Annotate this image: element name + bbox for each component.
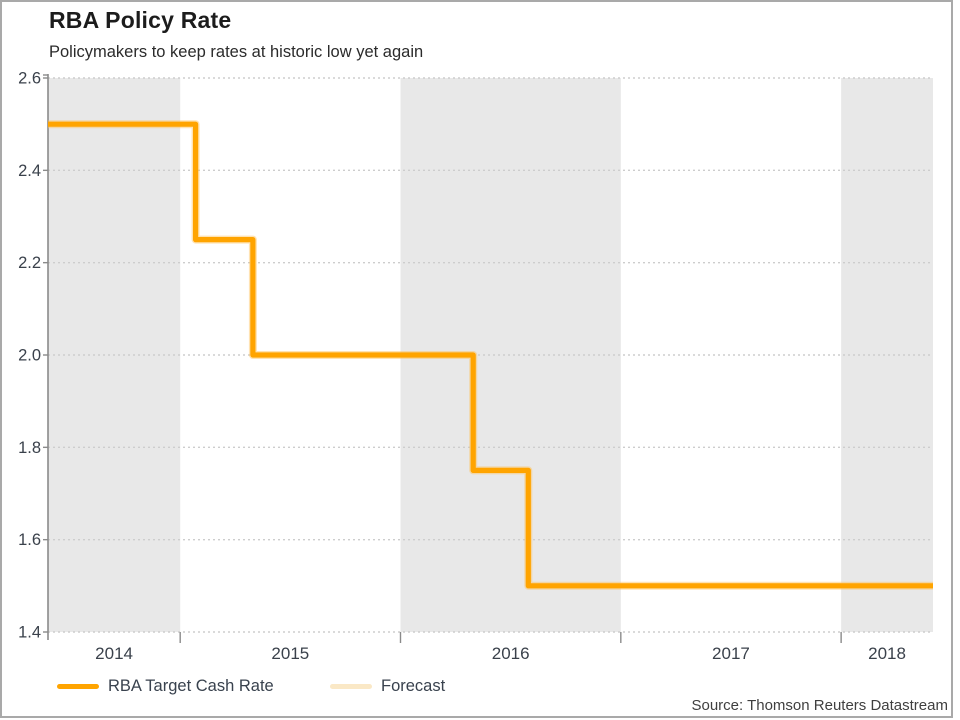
chart-title: RBA Policy Rate xyxy=(49,7,232,33)
forecast-line-swatch xyxy=(330,683,372,689)
y-tick-label-1.6: 1.6 xyxy=(18,531,41,549)
y-tick-label-2.4: 2.4 xyxy=(18,162,41,180)
year-band-2018 xyxy=(841,78,933,632)
y-tick-label-2.0: 2.0 xyxy=(18,347,41,365)
source-credit: Source: Thomson Reuters Datastream xyxy=(691,697,948,714)
chart-subtitle: Policymakers to keep rates at historic l… xyxy=(49,43,424,61)
y-tick-label-2.6: 2.6 xyxy=(18,70,41,88)
y-tick-label-2.2: 2.2 xyxy=(18,254,41,272)
legend-label-rba-target-cash-rate: RBA Target Cash Rate xyxy=(108,676,274,695)
x-tick-label-2017: 2017 xyxy=(712,644,750,663)
legend-item-rba-target-cash-rate: RBA Target Cash Rate xyxy=(57,675,274,697)
x-tick-label-2014: 2014 xyxy=(95,644,133,663)
x-tick-label-2018: 2018 xyxy=(868,644,906,663)
x-tick-label-2016: 2016 xyxy=(492,644,530,663)
rba-target-cash-rate-line-swatch xyxy=(57,683,99,689)
legend-label-forecast: Forecast xyxy=(381,676,446,695)
legend: RBA Target Cash Rate Forecast xyxy=(0,675,960,697)
x-tick-label-2015: 2015 xyxy=(271,644,309,663)
y-tick-label-1.4: 1.4 xyxy=(18,624,41,642)
series-line-rba-target-cash-rate xyxy=(48,121,933,589)
legend-item-forecast: Forecast xyxy=(330,675,445,697)
y-tick-label-1.8: 1.8 xyxy=(18,439,41,457)
